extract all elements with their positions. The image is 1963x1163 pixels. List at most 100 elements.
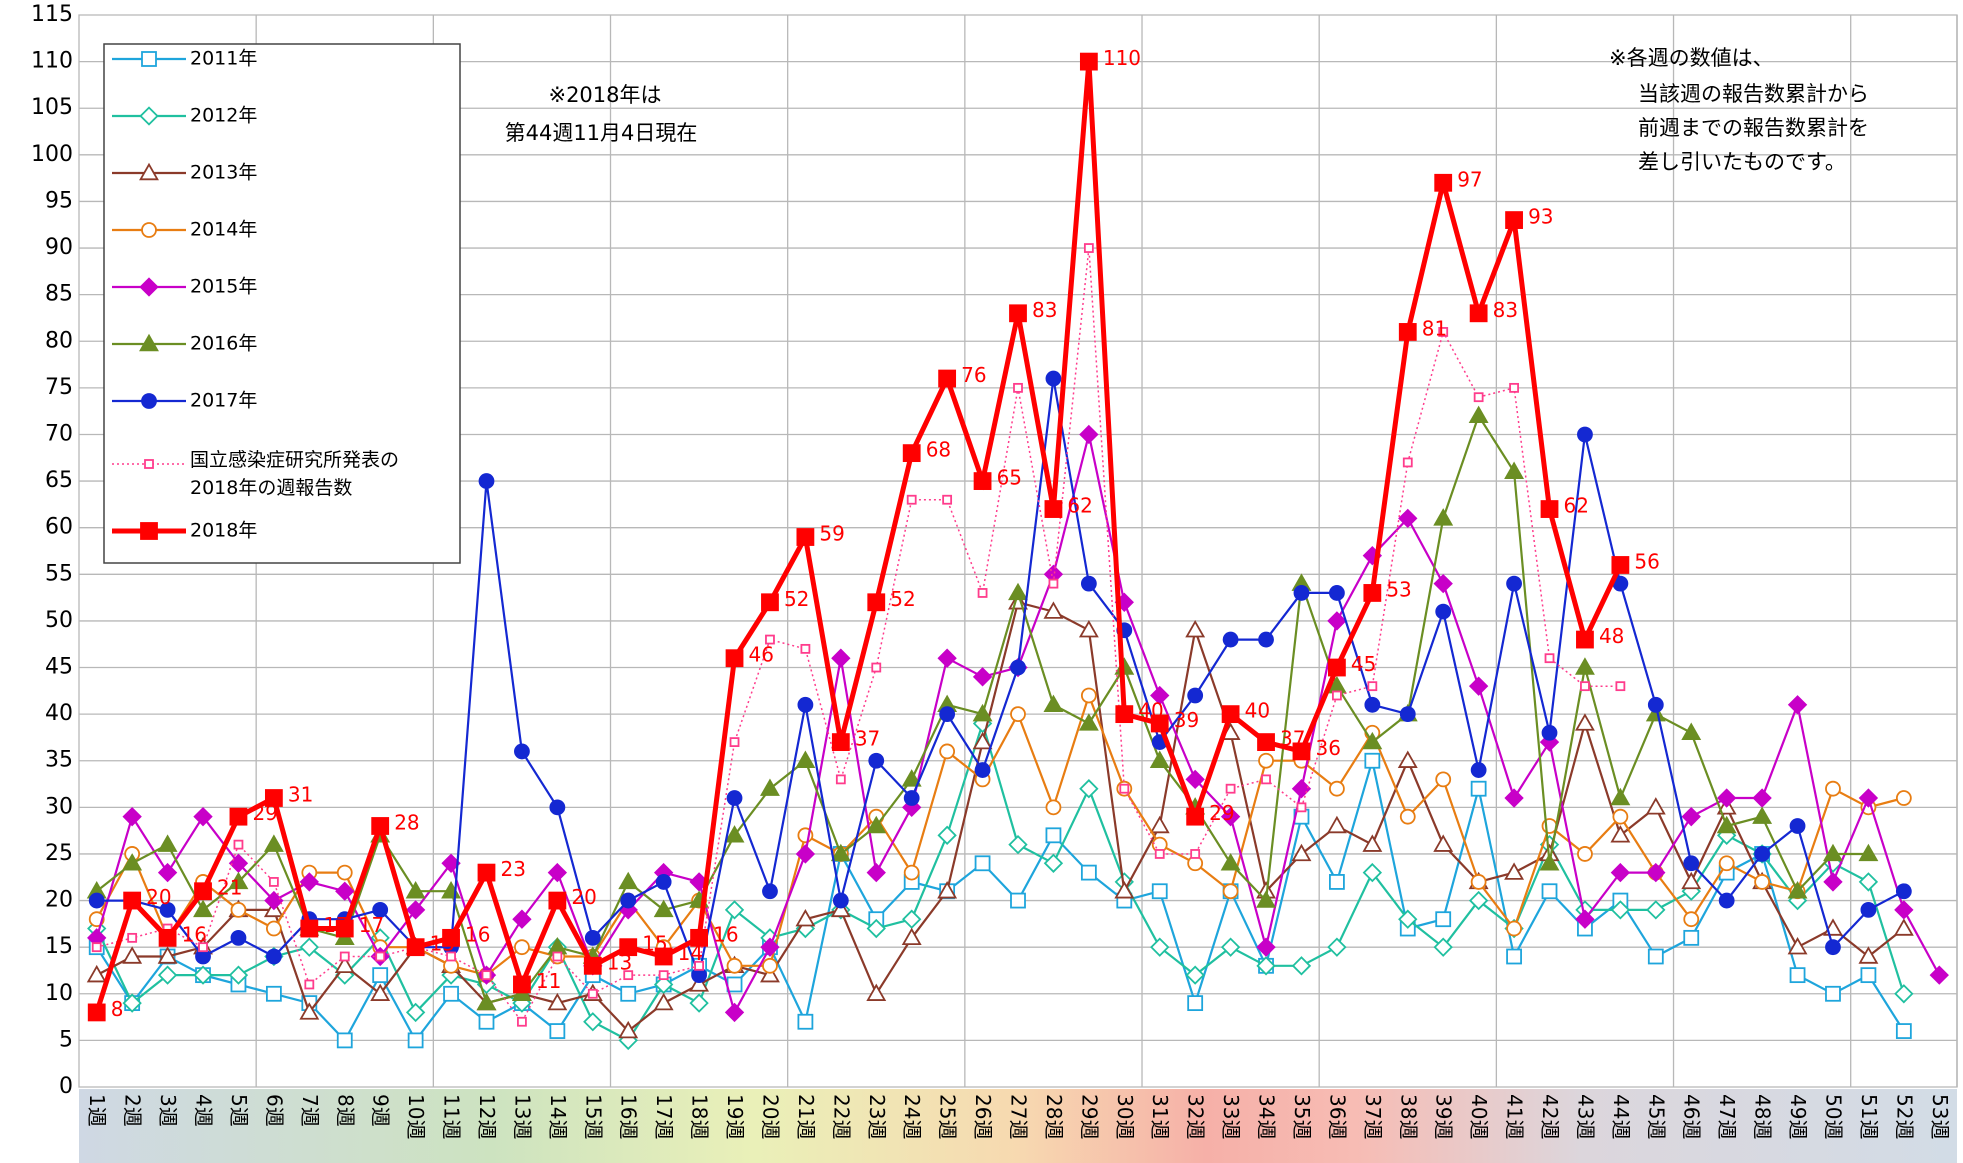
point: [1045, 827, 1062, 844]
point: [832, 892, 849, 909]
point: [1683, 929, 1700, 946]
point: [1367, 681, 1378, 692]
point: [830, 899, 851, 918]
point: [1789, 818, 1806, 834]
x-tick-label: 50週: [1821, 1094, 1845, 1139]
y-tick-label: 80: [45, 328, 73, 353]
point: [442, 928, 460, 947]
point: [1929, 965, 1949, 985]
data-label: 29: [1209, 801, 1234, 825]
point: [514, 743, 530, 760]
point: [724, 1002, 745, 1023]
data-label: 11: [536, 969, 561, 993]
y-tick-label: 95: [45, 188, 73, 213]
point: [299, 937, 319, 957]
point: [1858, 788, 1879, 808]
y-tick-label: 40: [45, 701, 73, 726]
point: [902, 444, 921, 463]
point: [514, 939, 530, 956]
point: [938, 369, 957, 388]
x-tick-label: 45週: [1644, 1094, 1668, 1139]
point: [1008, 582, 1028, 601]
point: [866, 862, 886, 883]
point: [1470, 762, 1487, 778]
x-tick-label: 2週: [121, 1094, 145, 1127]
y-tick-label: 0: [59, 1074, 73, 1099]
point: [1222, 631, 1239, 648]
point: [1468, 405, 1489, 424]
point: [1718, 855, 1735, 872]
legend-marker: [141, 51, 157, 67]
x-tick-label: 47週: [1715, 1094, 1739, 1139]
point: [1258, 631, 1274, 648]
legend-label: 2014年: [190, 219, 257, 241]
point: [1469, 304, 1488, 323]
legend-label: 2013年: [190, 162, 257, 184]
x-tick-label: 14週: [546, 1094, 570, 1139]
point: [1185, 965, 1205, 985]
point: [159, 901, 176, 918]
legend-label: 2015年: [190, 276, 257, 298]
data-label: 76: [961, 363, 986, 387]
x-tick-label: 39週: [1432, 1094, 1456, 1139]
data-label: 62: [1564, 494, 1589, 518]
x-tick-label: 19週: [723, 1094, 747, 1139]
note-line: ※各週の数値は、: [1609, 46, 1774, 70]
point: [1541, 724, 1558, 741]
point: [406, 938, 425, 957]
point: [1645, 703, 1666, 722]
point: [513, 975, 531, 994]
point: [1190, 849, 1201, 859]
point: [689, 993, 709, 1013]
point: [1402, 457, 1413, 468]
x-tick-label: 44週: [1609, 1094, 1633, 1139]
point: [1332, 690, 1342, 701]
point: [902, 909, 922, 929]
data-label: 16: [713, 922, 738, 946]
point: [1858, 872, 1879, 892]
point: [1327, 937, 1347, 957]
x-tick-label: 53週: [1928, 1094, 1952, 1139]
point: [1895, 1023, 1912, 1039]
x-tick-label: 10週: [404, 1094, 428, 1139]
point: [726, 790, 743, 806]
point: [1823, 872, 1843, 892]
x-tick-label: 21週: [794, 1094, 818, 1139]
point: [1647, 948, 1664, 965]
point: [1329, 780, 1345, 797]
data-label: 21: [217, 876, 242, 900]
point: [1327, 611, 1347, 631]
data-label: 40: [1245, 699, 1270, 723]
point: [300, 919, 319, 938]
y-tick-label: 35: [45, 748, 73, 773]
point: [1114, 881, 1135, 899]
point: [548, 891, 567, 910]
point: [939, 743, 956, 760]
point: [831, 733, 850, 751]
point: [1509, 382, 1519, 393]
point: [91, 942, 102, 953]
point: [658, 970, 669, 981]
point: [1080, 575, 1097, 592]
legend-label-line: 2018年の週報告数: [190, 477, 352, 499]
x-tick-label: 31週: [1148, 1094, 1172, 1139]
point: [1681, 871, 1702, 890]
x-tick-label: 35週: [1290, 1094, 1314, 1139]
point: [198, 942, 208, 953]
point: [443, 985, 459, 1002]
point: [1398, 508, 1418, 529]
point: [1083, 243, 1094, 253]
point: [299, 872, 319, 892]
point: [1187, 995, 1204, 1012]
point: [1258, 752, 1274, 769]
y-tick-label: 90: [45, 235, 73, 260]
point: [1149, 750, 1170, 768]
point: [1505, 211, 1523, 229]
data-label: 81: [1422, 316, 1447, 340]
point: [268, 877, 279, 887]
point: [619, 938, 638, 957]
point: [1438, 327, 1449, 337]
point: [157, 946, 178, 964]
point: [1364, 752, 1381, 769]
point: [1683, 855, 1700, 872]
